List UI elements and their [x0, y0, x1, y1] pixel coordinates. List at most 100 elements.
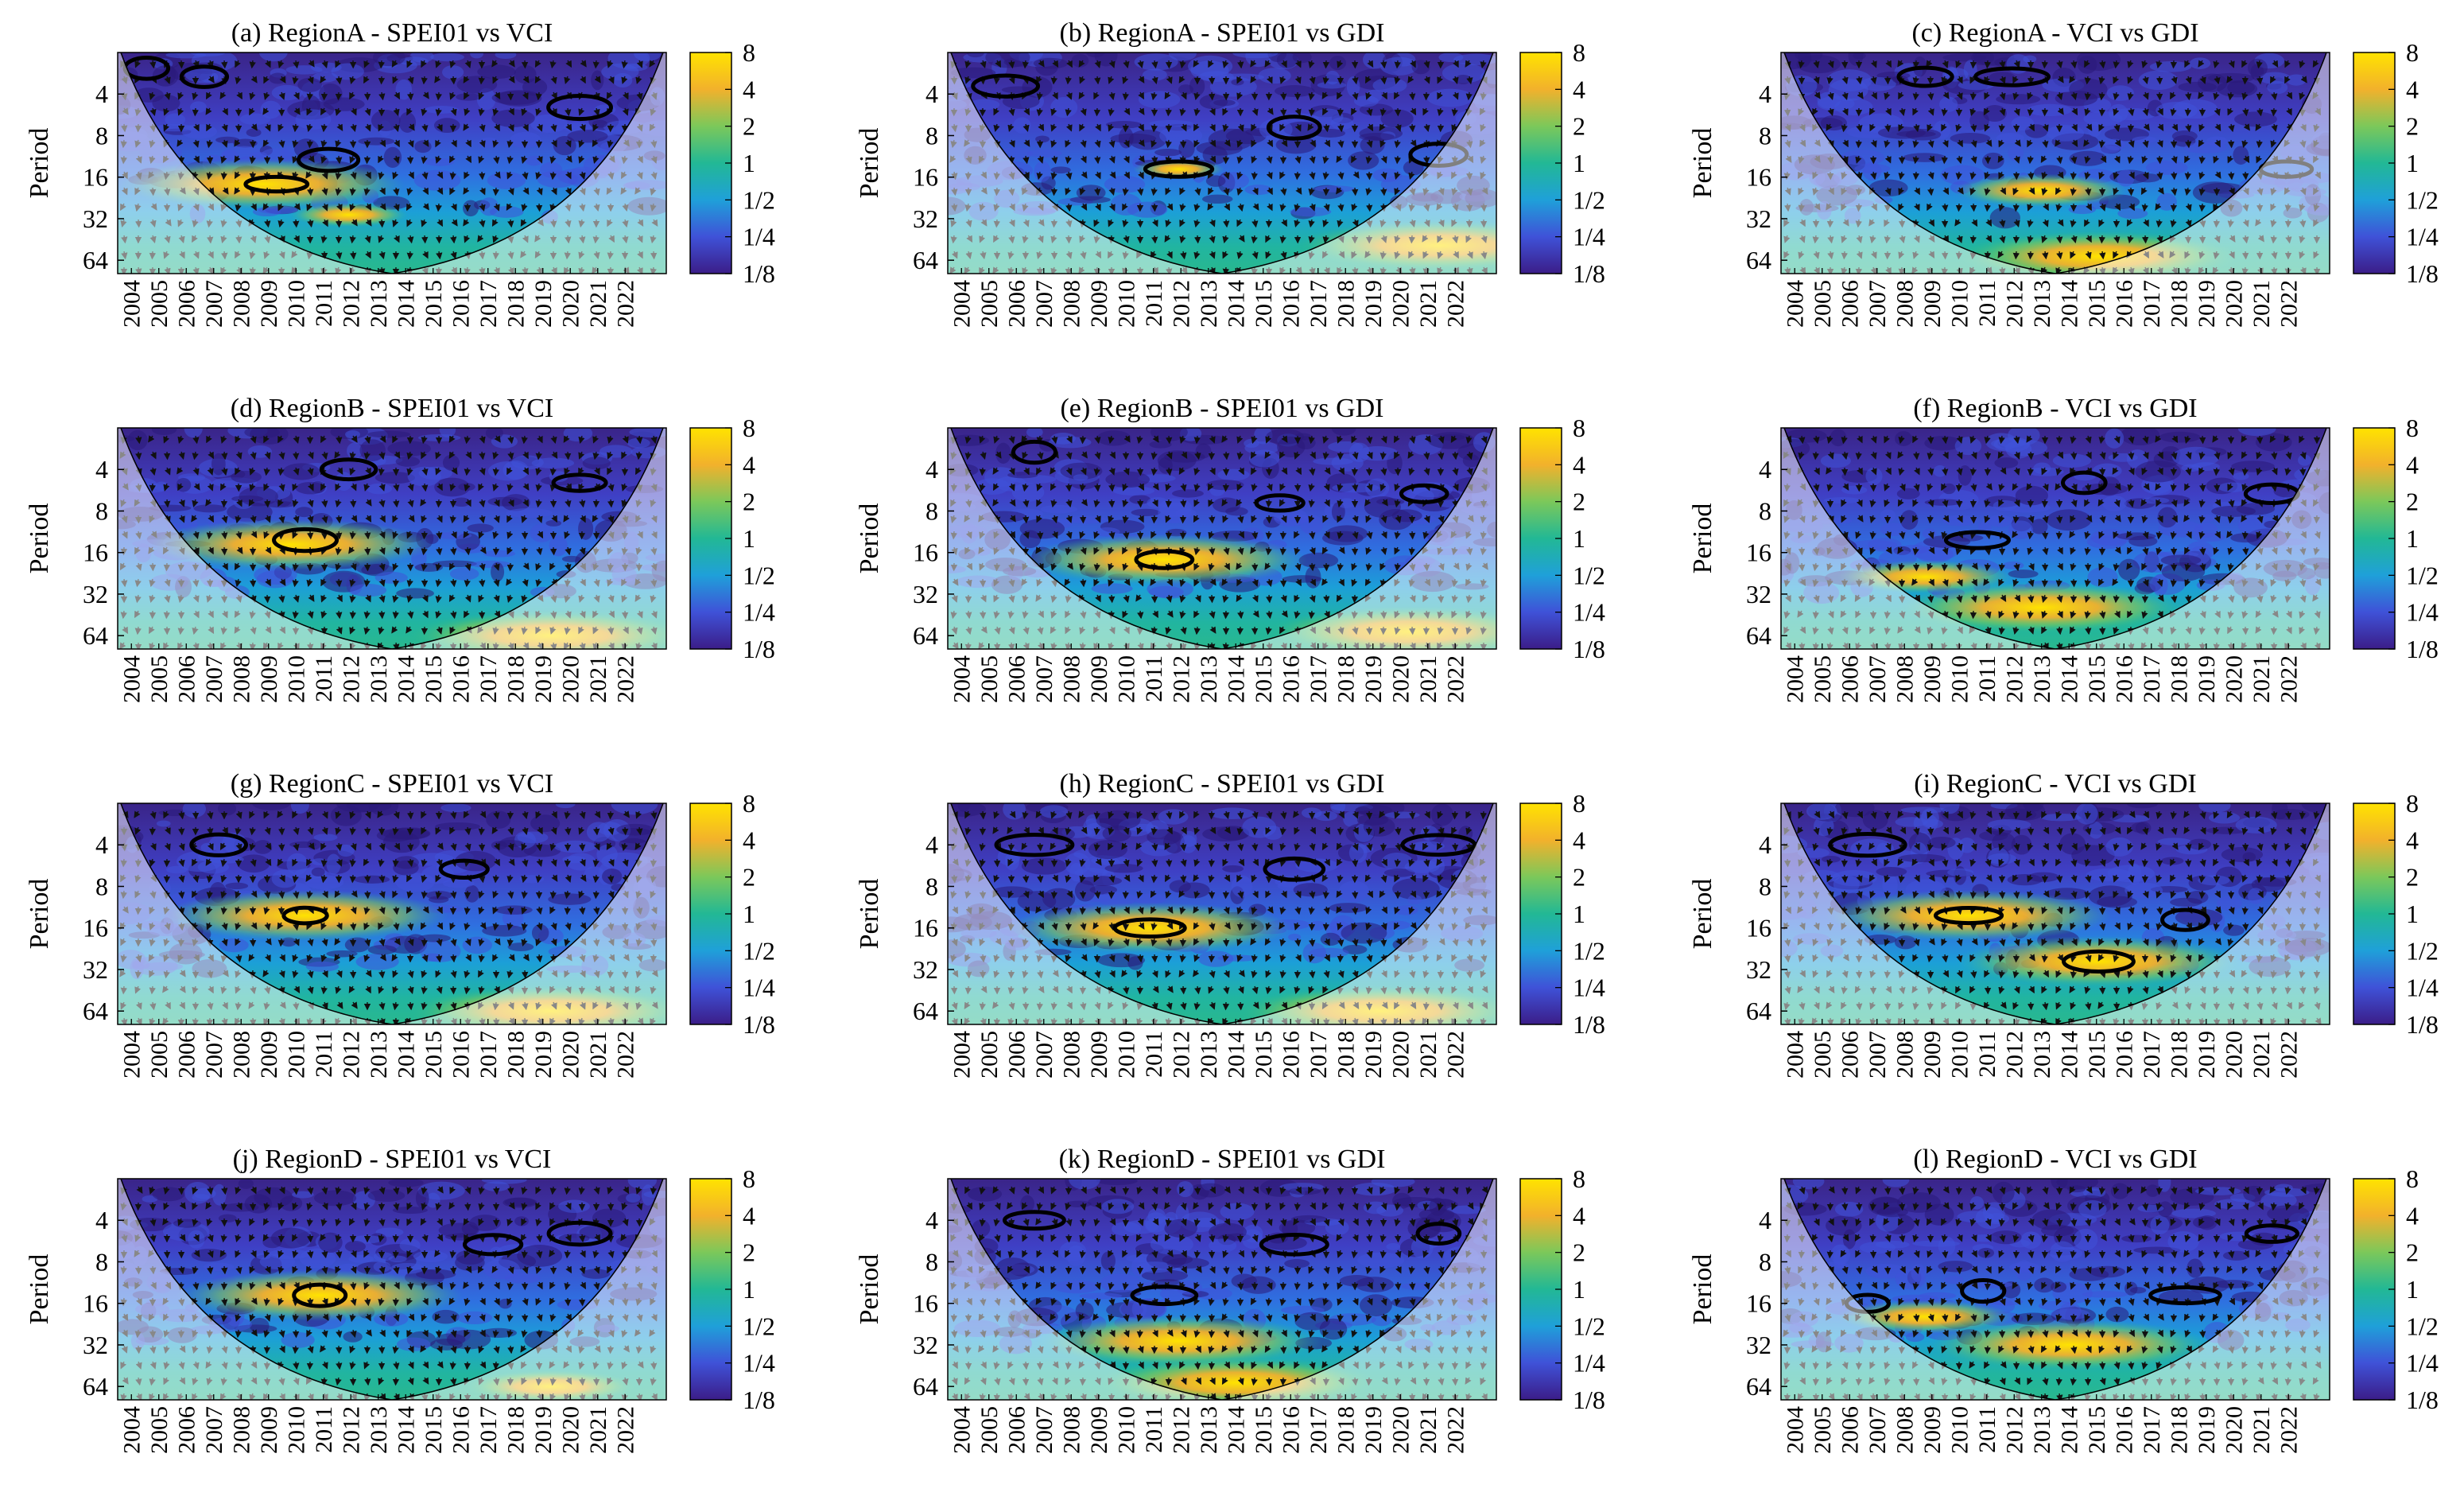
coherence-cell: [2008, 145, 2024, 161]
coherence-cell: [2002, 561, 2024, 569]
coherence-cell: [1841, 150, 1885, 165]
phase-arrow: [2241, 171, 2249, 181]
y-tick-label: 64: [913, 621, 938, 650]
x-tick-label: 2010: [1113, 280, 1139, 328]
panel-b: (b) RegionA - SPEI01 vs GDIPeriod4816326…: [855, 18, 1605, 328]
x-tick-label: 2012: [1168, 280, 1194, 328]
phase-arrow: [1279, 91, 1287, 101]
coherence-cell: [2052, 453, 2091, 468]
phase-arrow: [149, 826, 157, 836]
phase-arrow: [1309, 562, 1316, 572]
phase-arrow: [492, 467, 499, 476]
coherence-cell: [190, 101, 207, 113]
x-tick-label: 2021: [585, 655, 611, 703]
phase-arrow: [163, 451, 171, 461]
colorbar-tick-label: 4: [743, 450, 755, 479]
phase-arrow: [421, 76, 428, 85]
coherence-cell: [326, 853, 341, 875]
x-tick-label: 2021: [2249, 655, 2275, 703]
phase-arrow: [2185, 139, 2192, 149]
phase-arrow: [1266, 594, 1273, 604]
x-tick-label: 2013: [2029, 655, 2055, 703]
phase-arrow: [2127, 187, 2135, 196]
coherence-cell: [295, 109, 332, 130]
coherence-cell: [2011, 116, 2035, 131]
colorbar-tick-label: 1/4: [743, 598, 775, 627]
coherence-cell: [1902, 153, 1946, 162]
y-tick-label: 64: [1746, 246, 1771, 274]
phase-arrow: [1955, 499, 1963, 508]
x-tick-label: 2020: [557, 280, 584, 328]
phase-arrow: [1079, 435, 1087, 445]
coherence-cell: [1034, 161, 1051, 182]
phase-arrow: [478, 171, 486, 181]
coherence-cell: [2211, 505, 2256, 517]
coherence-cell: [2105, 428, 2124, 449]
coherence-cell: [2159, 431, 2201, 443]
x-tick-label: 2021: [1415, 280, 1442, 328]
phase-arrow: [277, 826, 285, 836]
coherence-cell: [407, 466, 441, 487]
phase-arrow: [1080, 578, 1087, 588]
coherence-cell: [567, 130, 608, 143]
phase-arrow: [621, 826, 629, 836]
coherence-cell: [2068, 204, 2097, 215]
coherence-cell: [1895, 431, 1913, 446]
coherence-cell: [1282, 575, 1322, 583]
x-tick-label: 2016: [448, 655, 474, 703]
phase-arrow: [2070, 171, 2078, 181]
phase-arrow: [220, 60, 228, 69]
phase-arrow: [1094, 155, 1101, 165]
phase-arrow: [1998, 123, 2005, 133]
coherence-cell: [285, 65, 323, 75]
coherence-cell: [1157, 450, 1197, 471]
coherence-cell: [1040, 504, 1078, 514]
x-tick-label: 2017: [475, 280, 502, 328]
y-tick-label: 4: [1759, 455, 1771, 484]
coherence-cell: [1900, 510, 1919, 530]
phase-arrow: [1351, 467, 1359, 476]
x-tick-label: 2022: [612, 655, 638, 703]
coherence-cell: [417, 934, 452, 942]
x-tick-label: 2015: [2084, 655, 2110, 703]
phase-arrow: [2170, 562, 2178, 572]
phase-arrow: [1408, 531, 1416, 540]
coherence-cell: [2117, 208, 2148, 220]
y-axis-label: Period: [855, 128, 884, 199]
x-tick-label: 2006: [1837, 280, 1863, 328]
coherence-cell: [2027, 103, 2072, 117]
x-tick-label: 2018: [2166, 655, 2192, 703]
phase-arrow: [378, 60, 386, 69]
coherence-cell: [449, 567, 479, 581]
phase-arrow: [435, 235, 443, 244]
coherence-cell: [429, 896, 449, 904]
phase-arrow: [2056, 515, 2063, 524]
coherence-cell: [1110, 193, 1142, 216]
phase-arrow: [2098, 107, 2106, 117]
coherence-cell: [1372, 168, 1403, 182]
y-tick-label: 32: [913, 580, 938, 608]
phase-arrow: [1409, 91, 1416, 101]
phase-arrow: [421, 531, 429, 540]
phase-arrow: [1193, 235, 1201, 244]
high-coherence-region: [289, 202, 409, 227]
coherence-cell: [440, 803, 471, 813]
x-tick-label: 2013: [2029, 280, 2055, 328]
x-tick-label: 2008: [1892, 655, 1918, 703]
x-tick-label: 2005: [146, 655, 173, 703]
phase-arrow: [2242, 546, 2249, 556]
coherence-cell: [1325, 525, 1368, 542]
x-tick-label: 2004: [118, 280, 145, 328]
coherence-cell: [530, 814, 561, 833]
coherence-cell: [2138, 70, 2179, 91]
x-tick-label: 2009: [1919, 655, 1946, 703]
phase-arrow: [2184, 171, 2191, 181]
phase-arrow: [1208, 76, 1216, 85]
phase-arrow: [1179, 139, 1187, 149]
coherence-cell: [1007, 472, 1038, 479]
coherence-cell: [1033, 57, 1069, 69]
y-tick-label: 32: [1746, 204, 1771, 233]
coherence-cell: [1939, 96, 1958, 112]
colorbar-tick-label: 2: [2406, 488, 2419, 516]
coherence-cell: [305, 961, 340, 972]
